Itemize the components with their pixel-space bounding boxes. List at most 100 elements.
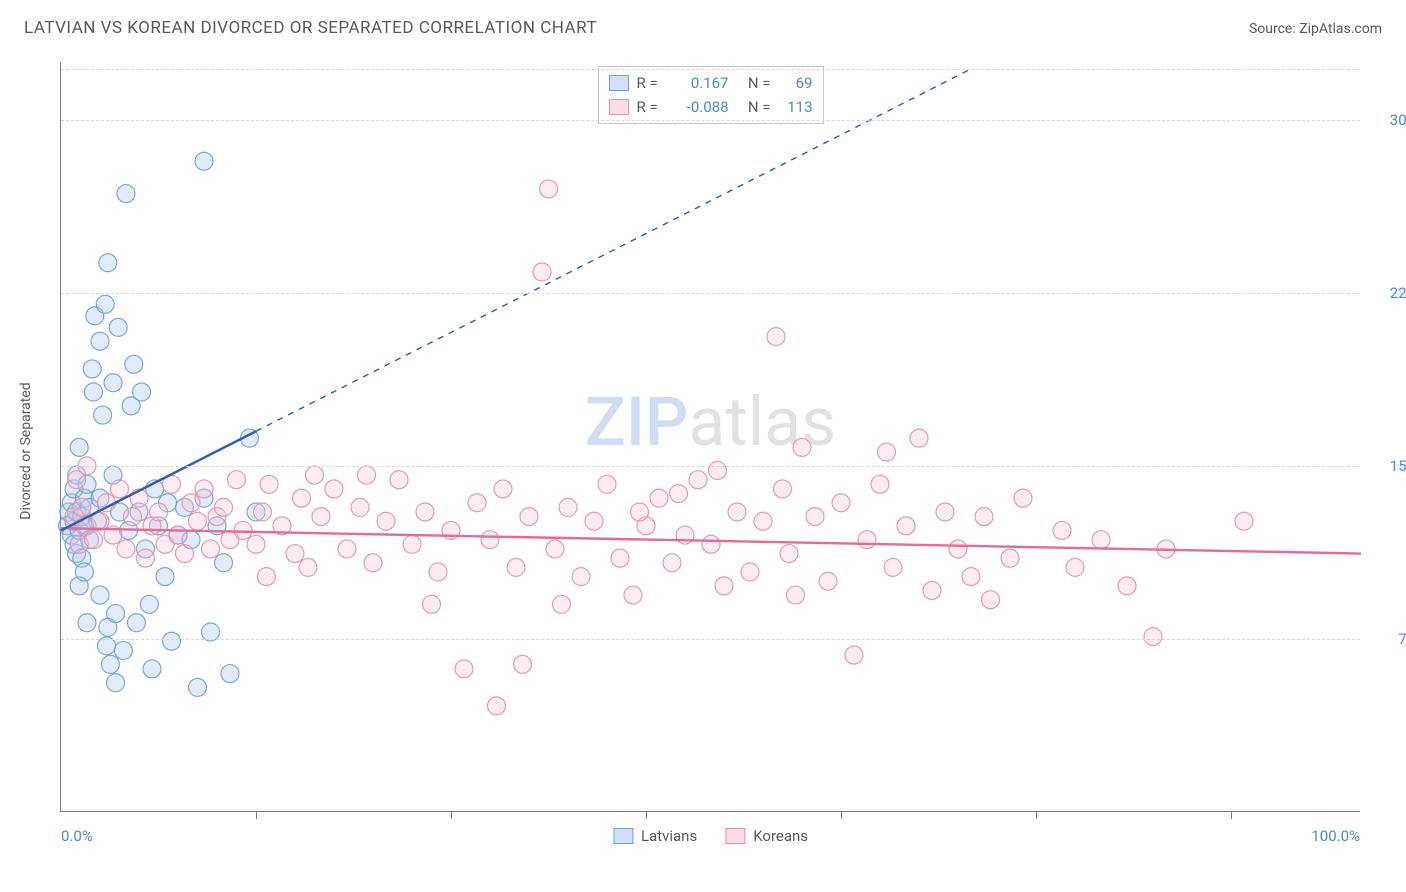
point-koreans	[1118, 577, 1136, 595]
point-latvians	[85, 383, 103, 401]
x-tick	[841, 811, 842, 819]
point-koreans	[150, 503, 168, 521]
point-koreans	[650, 489, 668, 507]
point-koreans	[494, 480, 512, 498]
point-koreans	[254, 503, 272, 521]
y-tick-label: 22.5%	[1370, 284, 1406, 302]
point-koreans	[715, 577, 733, 595]
point-koreans	[962, 568, 980, 586]
point-koreans	[982, 591, 1000, 609]
point-koreans	[455, 660, 473, 678]
point-koreans	[923, 581, 941, 599]
point-koreans	[299, 558, 317, 576]
chart-header: LATVIAN VS KOREAN DIVORCED OR SEPARATED …	[0, 0, 1406, 50]
y-tick-label: 15.0%	[1370, 457, 1406, 475]
point-koreans	[1053, 521, 1071, 539]
point-koreans	[1001, 549, 1019, 567]
point-latvians	[91, 332, 109, 350]
point-koreans	[585, 512, 603, 530]
point-koreans	[858, 531, 876, 549]
legend-row-koreans: R = -0.088 N = 113	[609, 95, 813, 119]
r-value-koreans: -0.088	[673, 95, 729, 119]
y-tick-label: 30.0%	[1370, 111, 1406, 129]
point-latvians	[104, 374, 122, 392]
swatch-koreans	[609, 99, 629, 115]
point-koreans	[897, 517, 915, 535]
point-koreans	[390, 471, 408, 489]
point-koreans	[247, 535, 265, 553]
x-max-label: 100.0%	[1311, 827, 1360, 845]
point-latvians	[156, 568, 174, 586]
point-latvians	[140, 595, 158, 613]
point-koreans	[546, 540, 564, 558]
point-koreans	[754, 512, 772, 530]
r-value-latvians: 0.167	[673, 71, 729, 95]
point-latvians	[215, 554, 233, 572]
point-koreans	[137, 549, 155, 567]
point-koreans	[787, 586, 805, 604]
point-koreans	[728, 503, 746, 521]
point-koreans	[572, 568, 590, 586]
point-latvians	[109, 318, 127, 336]
point-koreans	[293, 489, 311, 507]
r-label: R =	[637, 71, 665, 95]
point-koreans	[514, 655, 532, 673]
point-koreans	[403, 535, 421, 553]
point-koreans	[468, 494, 486, 512]
point-koreans	[377, 512, 395, 530]
point-latvians	[107, 605, 125, 623]
x-tick	[1036, 811, 1037, 819]
point-koreans	[871, 475, 889, 493]
point-koreans	[416, 503, 434, 521]
x-tick	[646, 811, 647, 819]
point-koreans	[85, 531, 103, 549]
y-axis-label: Divorced or Separated	[18, 382, 34, 519]
point-latvians	[125, 355, 143, 373]
point-koreans	[1144, 628, 1162, 646]
gridline	[61, 69, 1360, 70]
point-koreans	[975, 508, 993, 526]
point-latvians	[94, 406, 112, 424]
point-koreans	[189, 512, 207, 530]
chart-container: Divorced or Separated ZIPatlas R = 0.167…	[40, 56, 1386, 846]
r-label: R =	[637, 95, 665, 119]
point-koreans	[507, 558, 525, 576]
point-koreans	[845, 646, 863, 664]
point-koreans	[832, 494, 850, 512]
x-tick	[1231, 811, 1232, 819]
point-koreans	[257, 568, 275, 586]
point-latvians	[114, 641, 132, 659]
point-koreans	[176, 545, 194, 563]
point-koreans	[228, 471, 246, 489]
point-koreans	[182, 494, 200, 512]
point-koreans	[540, 180, 558, 198]
point-koreans	[774, 480, 792, 498]
point-latvians	[221, 665, 239, 683]
y-tick-label: 7.5%	[1370, 630, 1406, 648]
scatter-svg	[61, 62, 1360, 811]
point-koreans	[631, 503, 649, 521]
point-koreans	[670, 485, 688, 503]
point-latvians	[163, 632, 181, 650]
point-koreans	[286, 545, 304, 563]
legend-row-latvians: R = 0.167 N = 69	[609, 71, 813, 95]
point-latvians	[78, 614, 96, 632]
point-koreans	[884, 558, 902, 576]
swatch-latvians	[609, 75, 629, 91]
point-koreans	[949, 540, 967, 558]
point-koreans	[767, 328, 785, 346]
point-latvians	[70, 438, 88, 456]
point-koreans	[520, 508, 538, 526]
point-latvians	[91, 586, 109, 604]
point-koreans	[598, 475, 616, 493]
point-koreans	[878, 443, 896, 461]
point-latvians	[107, 674, 125, 692]
source-label: Source: ZipAtlas.com	[1249, 21, 1382, 37]
point-latvians	[189, 678, 207, 696]
point-koreans	[364, 554, 382, 572]
point-koreans	[306, 466, 324, 484]
point-koreans	[553, 595, 571, 613]
correlation-legend: R = 0.167 N = 69 R = -0.088 N = 113	[598, 66, 824, 124]
point-koreans	[481, 531, 499, 549]
point-koreans	[806, 508, 824, 526]
